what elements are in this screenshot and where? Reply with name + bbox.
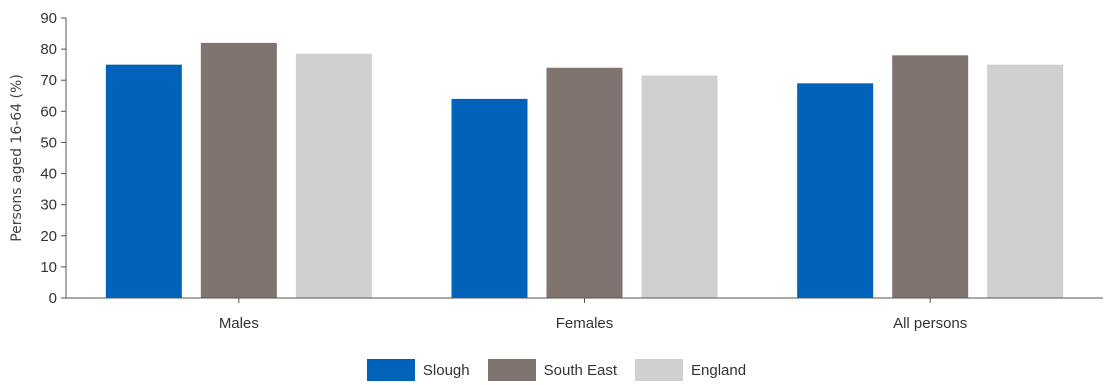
- bar-england-females: [641, 75, 718, 298]
- y-tick-label: 20: [40, 228, 57, 245]
- x-category-label-all-persons: All persons: [893, 315, 967, 332]
- legend-swatch-slough: [366, 359, 415, 381]
- legend: Slough South East England: [0, 359, 1117, 381]
- legend-label-slough: Slough: [422, 361, 470, 379]
- legend-label-south-east: South East: [543, 361, 618, 379]
- y-tick-label: 30: [40, 197, 57, 214]
- y-axis-label: Persons aged 16-64 (%): [9, 74, 25, 242]
- x-axis: Males Females All persons: [66, 297, 1103, 332]
- legend-item-south-east: South East: [487, 359, 621, 381]
- bar-chart: 0 10 20 30 40 50 60 70 80 90 Males Females All pers…: [9, 10, 1103, 332]
- bar-south-east-females: [546, 67, 623, 299]
- y-tick-label: 10: [40, 259, 57, 276]
- bar-slough-all-persons: [797, 83, 874, 298]
- x-category-label-males: Males: [219, 315, 259, 332]
- y-axis: 0 10 20 30 40 50 60 70 80 90: [40, 10, 67, 307]
- y-tick-label: 40: [40, 166, 57, 183]
- y-tick-label: 80: [40, 41, 57, 58]
- y-tick-label: 60: [40, 103, 57, 120]
- bar-england-all-persons: [987, 64, 1064, 299]
- bar-south-east-all-persons: [892, 55, 969, 299]
- legend-item-england: England: [635, 359, 750, 381]
- bar-england-males: [295, 53, 372, 299]
- y-tick-label: 90: [40, 10, 57, 27]
- bar-slough-males: [105, 64, 182, 299]
- legend-swatch-england: [635, 359, 684, 381]
- bar-south-east-males: [200, 42, 277, 299]
- y-tick-label: 70: [40, 72, 57, 89]
- legend-item-slough: Slough: [366, 359, 474, 381]
- legend-label-england: England: [691, 361, 747, 379]
- y-tick-label: 50: [40, 134, 57, 151]
- y-tick-label: 0: [49, 290, 57, 307]
- bar-slough-females: [451, 98, 528, 298]
- x-category-label-females: Females: [556, 315, 614, 332]
- bars: [105, 42, 1064, 299]
- legend-swatch-south-east: [487, 359, 536, 381]
